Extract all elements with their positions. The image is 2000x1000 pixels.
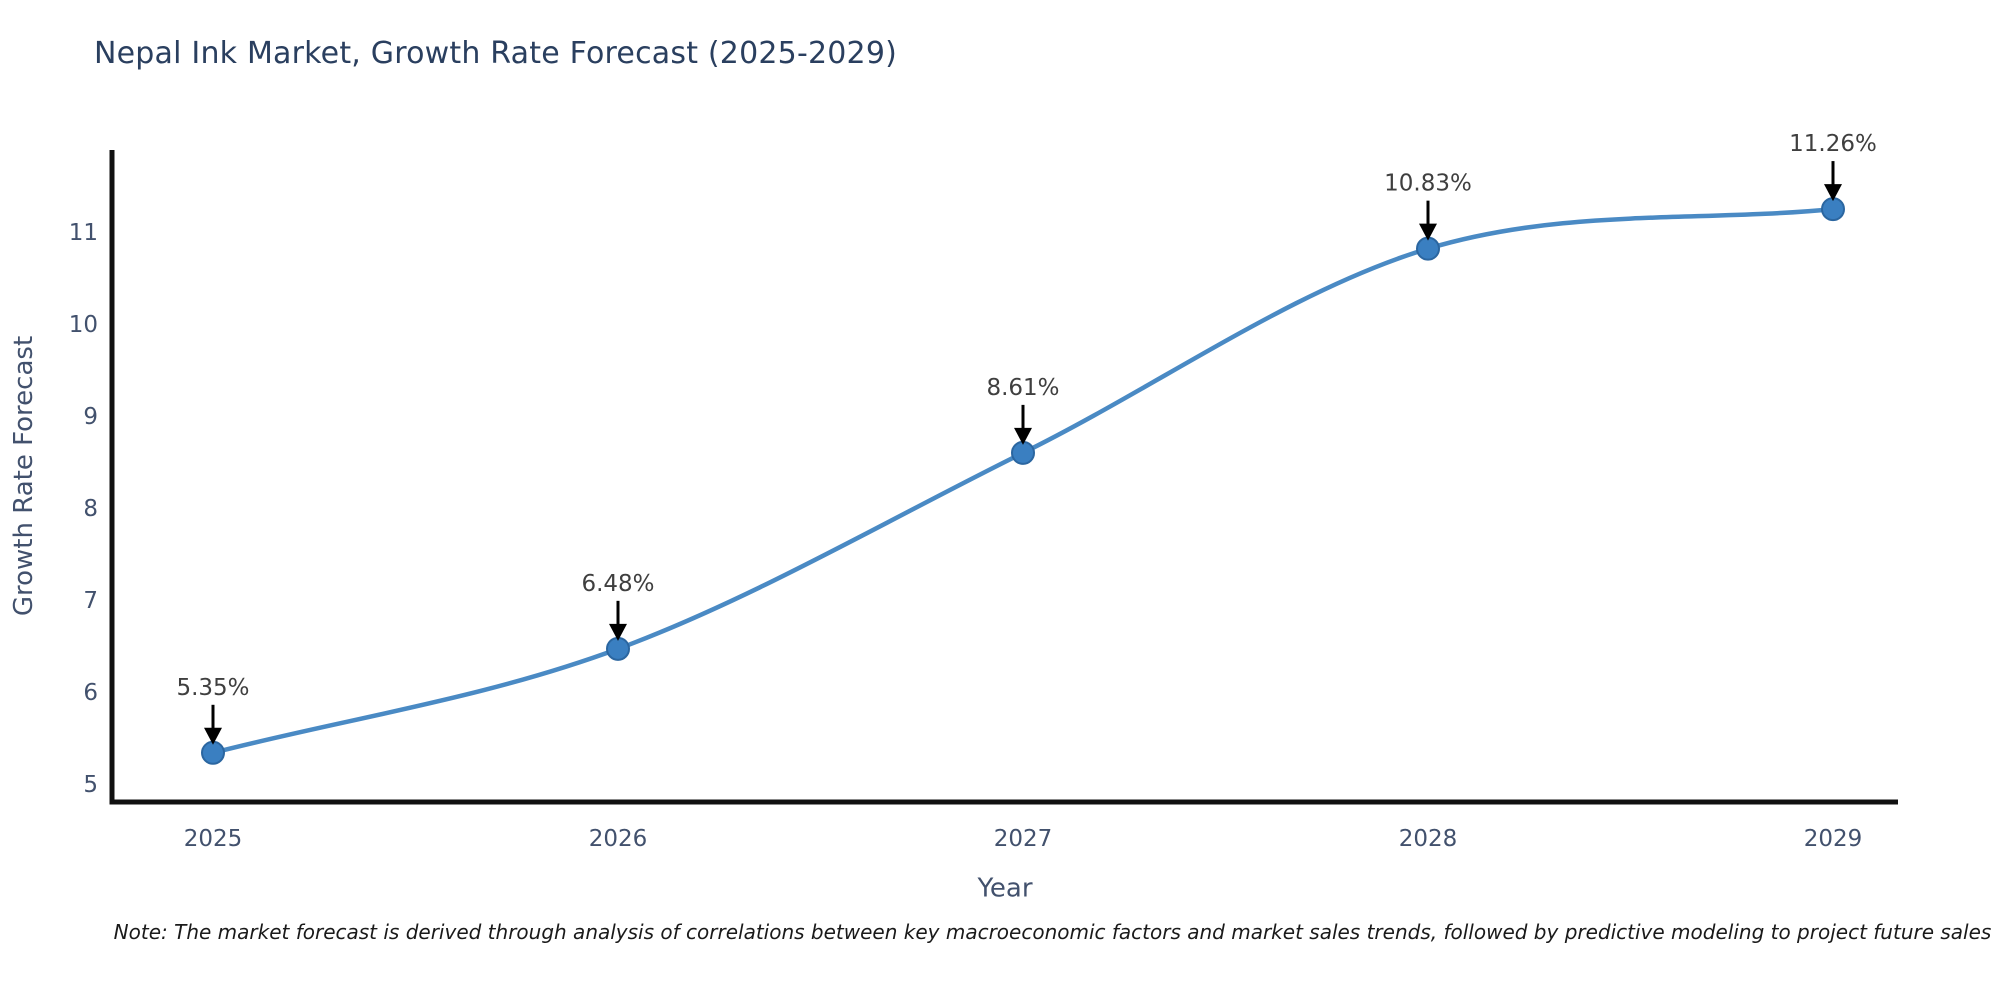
y-tick-label: 5: [83, 772, 98, 798]
y-axis-title: Growth Rate Forecast: [9, 336, 39, 616]
y-tick-label: 8: [83, 496, 98, 522]
data-point-2029: [1821, 197, 1845, 222]
point-annotation: 11.26%: [1789, 131, 1877, 157]
footnote: Note: The market forecast is derived thr…: [113, 920, 1992, 944]
point-annotation: 5.35%: [176, 675, 249, 701]
forecast-line: [210, 206, 1836, 756]
x-tick-label: 2025: [184, 826, 243, 852]
chart-title: Nepal Ink Market, Growth Rate Forecast (…: [94, 36, 898, 71]
data-point-2025: [201, 740, 225, 765]
y-tick-label: 6: [83, 680, 98, 706]
annotation-arrowhead: [204, 727, 222, 745]
data-point-2026: [606, 636, 630, 661]
y-tick-label: 11: [69, 220, 98, 246]
x-tick-label: 2026: [589, 826, 648, 852]
annotation-arrowhead: [1824, 184, 1842, 202]
x-tick-label: 2027: [994, 826, 1053, 852]
data-point-2028: [1416, 236, 1440, 261]
point-annotation: 10.83%: [1384, 171, 1472, 197]
y-tick-label: 9: [83, 404, 98, 430]
y-tick-label: 10: [69, 312, 98, 338]
point-annotation: 8.61%: [986, 375, 1059, 401]
point-annotation: 6.48%: [581, 571, 654, 597]
annotation-arrowhead: [609, 623, 627, 641]
y-tick-label: 7: [83, 588, 98, 614]
x-tick-label: 2028: [1399, 826, 1458, 852]
data-point-2027: [1011, 440, 1035, 465]
annotation-arrowhead: [1419, 223, 1437, 241]
x-tick-label: 2029: [1804, 826, 1863, 852]
x-axis-title: Year: [976, 873, 1032, 903]
annotation-arrowhead: [1014, 427, 1032, 445]
